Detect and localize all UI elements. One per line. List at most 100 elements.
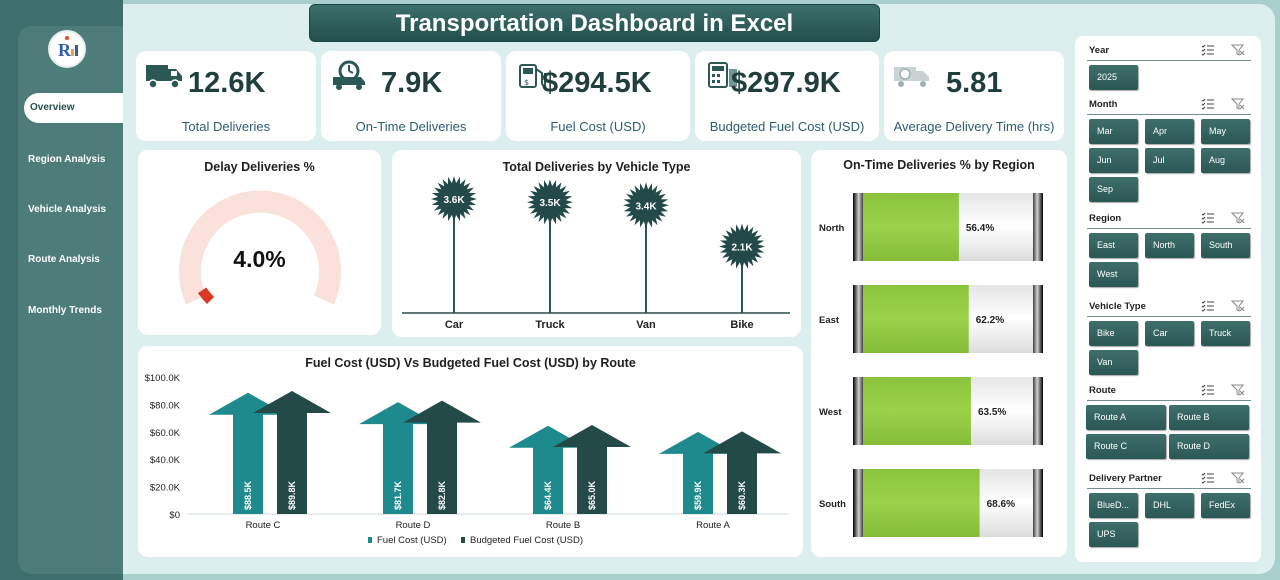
category-label: Car — [445, 319, 464, 331]
data-label: $60.3K — [737, 480, 747, 510]
filter-divider — [1087, 488, 1251, 489]
clear-filter-icon[interactable] — [1231, 98, 1245, 110]
clear-filter-icon[interactable] — [1231, 212, 1245, 224]
gauge-value: 4.0% — [233, 246, 286, 272]
delay-deliveries-card: Delay Deliveries % 4.0% — [138, 150, 381, 335]
filter-option[interactable]: BlueD... — [1089, 493, 1138, 518]
filter-option[interactable]: Truck — [1201, 321, 1250, 346]
arrow-bar — [553, 424, 631, 514]
filter-option[interactable]: May — [1201, 119, 1250, 144]
y-tick-label: $60.0K — [150, 428, 181, 439]
kpi-value: 12.6K — [188, 67, 266, 99]
nav-item-monthly-trends[interactable]: Monthly Trends — [28, 305, 102, 316]
filter-option[interactable]: Mar — [1089, 119, 1138, 144]
sidebar: R Overview Region Analysis Vehicle Analy… — [0, 0, 123, 580]
kpi-card-fuel-cost: $ $294.5K Fuel Cost (USD) — [506, 51, 690, 141]
data-label: 3.6K — [443, 195, 465, 206]
nav-item-region-analysis[interactable]: Region Analysis — [28, 154, 106, 165]
lollipop-marker — [719, 223, 765, 270]
category-label: North — [819, 223, 845, 234]
filter-title: Delivery Partner — [1089, 473, 1162, 484]
kpi-card-total-deliveries: 12.6K Total Deliveries — [136, 51, 316, 141]
nav-item-vehicle-analysis[interactable]: Vehicle Analysis — [28, 204, 107, 215]
filter-title: Route — [1089, 385, 1116, 396]
data-label: $89.8K — [287, 480, 297, 510]
card-title: Delay Deliveries % — [204, 160, 315, 174]
filter-option[interactable]: Route B — [1169, 405, 1249, 430]
filter-divider — [1087, 228, 1251, 229]
truck-icon — [146, 65, 182, 89]
nav-item-route-analysis[interactable]: Route Analysis — [28, 254, 100, 265]
nav-item-overview[interactable]: Overview — [24, 93, 123, 123]
multi-select-icon[interactable] — [1201, 472, 1215, 484]
y-tick-label: $40.0K — [150, 455, 181, 466]
lollipop-marker — [431, 176, 477, 222]
arrow-bar — [403, 400, 481, 514]
filter-option[interactable]: Bike — [1089, 321, 1138, 346]
region-chart-card: On-Time Deliveries % by Region 56.4% Nort… — [811, 150, 1067, 557]
filter-option[interactable]: Route D — [1169, 434, 1249, 459]
filter-title: Month — [1089, 99, 1118, 110]
clear-filter-icon[interactable] — [1231, 472, 1245, 484]
kpi-value: $297.9K — [731, 67, 841, 99]
filter-option[interactable]: Apr — [1145, 119, 1194, 144]
filter-option[interactable]: FedEx — [1201, 493, 1250, 518]
data-label: 62.2% — [976, 315, 1004, 326]
kpi-value: 5.81 — [946, 67, 1003, 99]
lollipop-marker — [527, 179, 573, 226]
filter-option[interactable]: Jun — [1089, 148, 1138, 173]
filter-option[interactable]: UPS — [1089, 522, 1138, 547]
multi-select-icon[interactable] — [1201, 300, 1215, 312]
filter-option[interactable]: South — [1201, 233, 1250, 258]
page-title: Transportation Dashboard in Excel — [309, 4, 880, 42]
kpi-card-on-time-deliveries: 7.9K On-Time Deliveries — [321, 51, 501, 141]
multi-select-icon[interactable] — [1201, 384, 1215, 396]
data-label: 63.5% — [978, 407, 1006, 418]
data-label: $64.4K — [543, 480, 553, 510]
filter-option[interactable]: North — [1145, 233, 1194, 258]
filter-option[interactable]: 2025 — [1089, 65, 1138, 90]
route-chart-card: Fuel Cost (USD) Vs Budgeted Fuel Cost (U… — [138, 346, 803, 557]
filter-option[interactable]: Sep — [1089, 177, 1138, 202]
filter-option[interactable]: East — [1089, 233, 1138, 258]
filter-option[interactable]: West — [1089, 262, 1138, 287]
filter-option[interactable]: Route C — [1086, 434, 1166, 459]
data-label: $82.8K — [437, 480, 447, 510]
kpi-value: 7.9K — [381, 67, 443, 99]
filter-divider — [1087, 114, 1251, 115]
data-label: 56.4% — [966, 223, 994, 234]
data-label: 3.4K — [635, 201, 657, 212]
y-tick-label: $80.0K — [150, 400, 181, 411]
category-label: Van — [636, 319, 656, 331]
multi-select-icon[interactable] — [1201, 98, 1215, 110]
filter-title: Vehicle Type — [1089, 301, 1146, 312]
category-label: Route B — [546, 520, 580, 531]
filter-option[interactable]: Aug — [1201, 148, 1250, 173]
category-label: Route C — [246, 520, 281, 531]
clear-filter-icon[interactable] — [1231, 300, 1245, 312]
category-label: Route A — [696, 520, 730, 531]
filter-option[interactable]: Jul — [1145, 148, 1194, 173]
category-label: Route D — [396, 520, 431, 531]
clear-filter-icon[interactable] — [1231, 44, 1245, 56]
filter-option[interactable]: DHL — [1145, 493, 1194, 518]
route-chart: $100.0K $80.0K $60.0K $40.0K $20.0K $0 $88.5K $… — [145, 373, 788, 546]
lollipop-marker — [623, 182, 669, 229]
arrow-bar — [703, 431, 781, 514]
multi-select-icon[interactable] — [1201, 212, 1215, 224]
filter-option[interactable]: Route A — [1086, 405, 1166, 430]
region-chart: 56.4% North 62.2% East 63.5% West 68.6% South — [819, 193, 1043, 537]
data-label: $88.5K — [243, 480, 253, 510]
filter-option[interactable]: Van — [1089, 350, 1138, 375]
category-label: Bike — [730, 319, 753, 331]
filter-option[interactable]: Car — [1145, 321, 1194, 346]
filter-divider — [1087, 400, 1251, 401]
clear-filter-icon[interactable] — [1231, 384, 1245, 396]
data-label: 3.5K — [539, 198, 561, 209]
multi-select-icon[interactable] — [1201, 44, 1215, 56]
data-label: $59.9K — [693, 480, 703, 510]
legend-label: Budgeted Fuel Cost (USD) — [470, 535, 583, 546]
gauge-track — [179, 190, 341, 305]
gauge-fill — [197, 287, 215, 305]
logo: R — [48, 30, 86, 68]
